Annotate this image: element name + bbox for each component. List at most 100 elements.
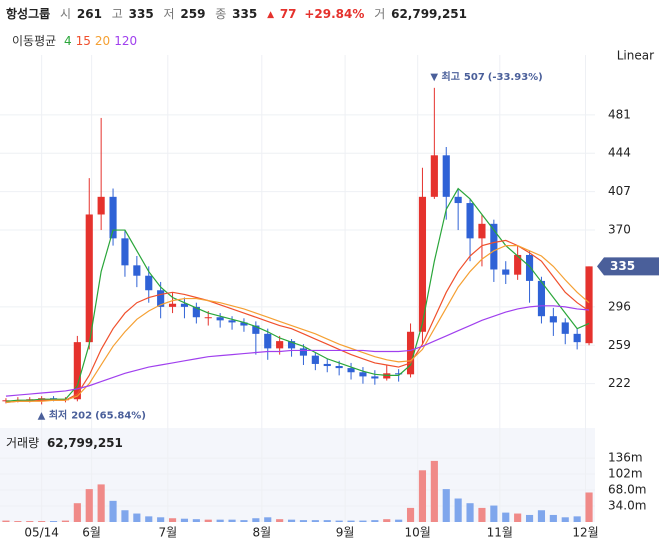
price-tag-label: 335	[610, 259, 635, 273]
volume-bar	[133, 513, 141, 522]
x-tick-label: 12월	[572, 526, 598, 540]
volume-bar	[180, 518, 189, 522]
legend-entry: 4	[64, 34, 72, 48]
change-pct: +29.84%	[304, 7, 364, 21]
stat-value: 335	[129, 7, 154, 21]
volume-bar	[466, 503, 474, 522]
candle-body	[73, 342, 81, 400]
legend-entry: 120	[114, 34, 137, 48]
candle-body	[371, 376, 379, 379]
volume-bar	[502, 512, 510, 522]
extreme-text: ▼ 최고	[430, 70, 460, 83]
ma-line	[5, 245, 590, 403]
x-tick-label: 11월	[487, 526, 513, 540]
volume-bar	[323, 520, 331, 522]
volume-bar	[145, 516, 153, 522]
stat-value: 259	[180, 7, 205, 21]
volume-bar	[383, 519, 391, 522]
stock-name: 항성그룹	[6, 6, 50, 21]
volume-title: 거래량 62,799,251	[6, 436, 123, 450]
volume-title-text: 거래량	[6, 436, 39, 450]
y-tick-label: 444	[608, 146, 631, 160]
extreme-change: (-33.93%)	[488, 72, 543, 83]
volume-last: 62,799,251	[47, 436, 123, 450]
volume-bar	[121, 510, 129, 522]
volume-bar	[573, 516, 581, 522]
volume-bar	[38, 521, 46, 522]
candle-body	[133, 265, 141, 276]
volume-bar	[276, 519, 284, 522]
volume-bar	[478, 507, 486, 522]
scale-toggle[interactable]: Linear	[617, 49, 654, 63]
volume-bar	[561, 517, 569, 522]
y-tick-label: 370	[608, 223, 631, 237]
candle-body	[549, 316, 557, 323]
volume-value: 62,799,251	[391, 7, 467, 21]
candle-body	[323, 363, 331, 367]
y-tick-label: 136m	[608, 451, 643, 465]
ma-legend: 이동평균 4 15 20 120	[12, 34, 137, 48]
volume-bar	[490, 505, 498, 522]
legend-entry: 15	[76, 34, 91, 48]
candle-body	[418, 196, 427, 332]
x-tick-label: 10월	[405, 526, 431, 540]
volume-bar	[406, 507, 415, 522]
x-tick-label: 8월	[252, 526, 271, 540]
y-tick-label: 34.0m	[608, 499, 646, 513]
y-tick-label: 407	[608, 184, 631, 198]
extreme-label: ▲ 최저 202 (65.84%)	[38, 408, 146, 421]
volume-bar	[264, 517, 272, 522]
stat-label: 시	[60, 7, 71, 21]
volume-bar	[549, 514, 557, 522]
extreme-label: ▼ 최고 507 (-33.93%)	[430, 70, 542, 83]
candle-body	[216, 317, 224, 321]
candle-body	[145, 275, 153, 291]
stat-label: 종	[215, 7, 226, 21]
candle-body	[109, 196, 117, 239]
candle-body	[240, 322, 248, 326]
volume-bar	[85, 489, 93, 522]
candle-body	[454, 196, 462, 204]
y-tick-label: 296	[608, 299, 631, 313]
candle-body	[395, 373, 403, 375]
extreme-text: ▲ 최저	[38, 408, 68, 421]
extreme-value: 507	[464, 72, 485, 83]
extreme-change: (65.84%)	[95, 410, 146, 421]
ma-line	[5, 239, 590, 403]
candle-body	[561, 322, 569, 334]
volume-bar	[418, 470, 427, 522]
ma-line	[5, 305, 590, 397]
candle-body	[264, 333, 272, 349]
volume-bar	[2, 520, 10, 522]
volume-bar	[14, 521, 22, 522]
candle-body	[585, 266, 593, 344]
volume-bar	[204, 519, 212, 522]
volume-bar	[371, 520, 379, 522]
candle-body	[85, 214, 93, 343]
volume-bar	[228, 519, 236, 522]
legend-entry: 20	[95, 34, 110, 48]
candle-body	[97, 196, 105, 215]
candle-body	[287, 341, 296, 349]
change-symbol: ▲	[267, 10, 274, 20]
candle-body	[573, 333, 581, 343]
candle-body	[502, 269, 510, 275]
stat-value: 335	[232, 7, 257, 21]
candle-body	[442, 155, 450, 197]
volume-bar	[454, 498, 462, 522]
header: 항성그룹 시 261 고 335 저 259 종 335 ▲ 77 +29.84…	[6, 6, 467, 21]
volume-bar	[395, 519, 403, 522]
volume-bar	[287, 519, 296, 522]
volume-bar	[537, 510, 546, 522]
candle-body	[525, 254, 534, 281]
stat-label: 저	[164, 7, 175, 21]
candle-body	[228, 320, 236, 323]
candle-body	[299, 348, 308, 356]
x-tick-label: 6월	[82, 526, 101, 540]
candle-body	[335, 366, 343, 369]
volume-bar	[514, 513, 522, 522]
volume-bar	[61, 520, 70, 522]
volume-bar	[430, 460, 438, 522]
y-tick-label: 102m	[608, 467, 643, 481]
candle-body	[430, 155, 438, 197]
